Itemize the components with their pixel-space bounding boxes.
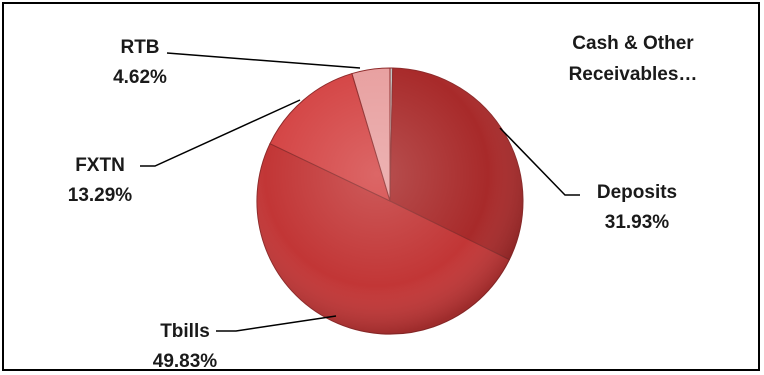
label-tbills-name: Tbills — [160, 321, 210, 342]
label-rtb-name: RTB — [120, 37, 159, 58]
leader-line-deposits — [499, 127, 580, 196]
label-cash-line2: Receivables… — [569, 64, 698, 85]
label-rtb-pct: 4.62% — [113, 67, 167, 88]
label-cash-line1: Cash & Other — [572, 33, 694, 54]
leader-line-tbills — [216, 315, 337, 332]
label-fxtn-pct: 13.29% — [68, 185, 133, 206]
leader-line-fxtn — [140, 99, 301, 167]
leader-line-rtb — [166, 52, 361, 69]
label-deposits-name: Deposits — [597, 182, 677, 203]
label-tbills-pct: 49.83% — [153, 351, 218, 372]
pie-slices — [256, 67, 524, 335]
label-fxtn-name: FXTN — [75, 155, 125, 176]
label-deposits-pct: 31.93% — [605, 212, 670, 233]
